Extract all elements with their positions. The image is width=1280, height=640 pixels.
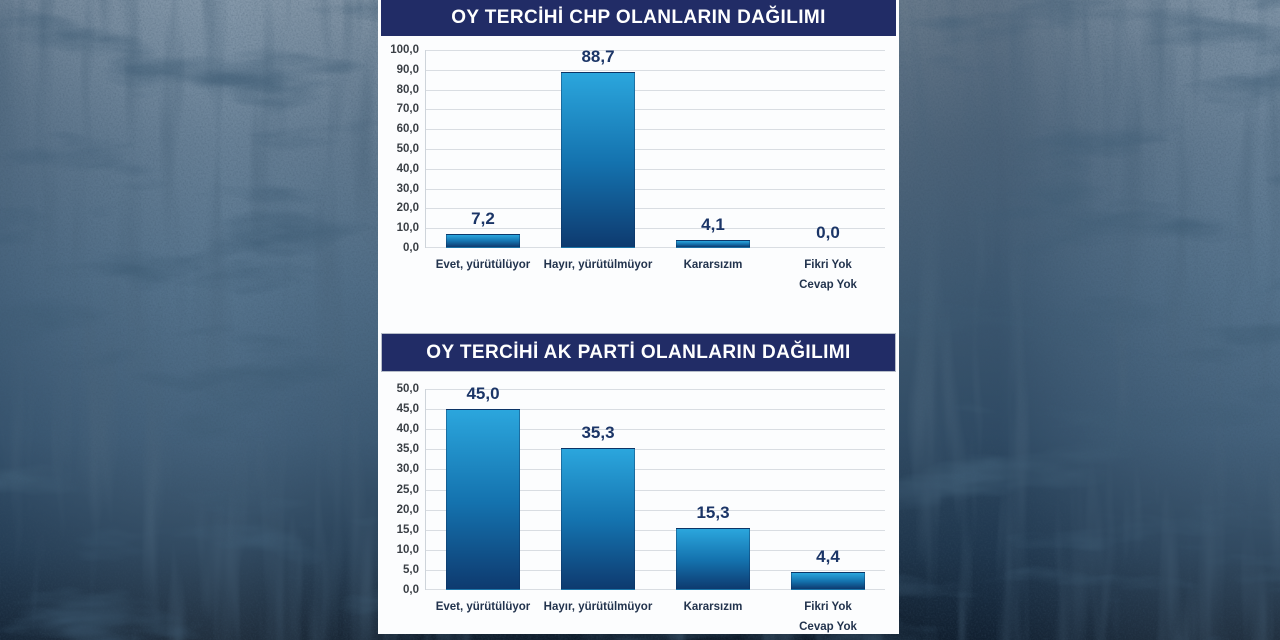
- gridline: [426, 189, 885, 190]
- bar: [446, 409, 520, 590]
- bar: [676, 240, 750, 248]
- bar-value-label: 0,0: [816, 223, 840, 242]
- y-tick-label: 30,0: [396, 463, 419, 475]
- y-tick-label: 20,0: [396, 504, 419, 516]
- bar-value-label: 4,1: [701, 215, 725, 234]
- bar: [561, 448, 635, 590]
- y-tick-label: 0,0: [403, 584, 419, 596]
- y-tick-label: 5,0: [403, 564, 419, 576]
- gridline: [426, 208, 885, 209]
- gridline: [426, 589, 885, 590]
- bar-value-label: 7,2: [471, 209, 495, 228]
- y-tick-label: 40,0: [396, 163, 419, 175]
- gridline: [426, 109, 885, 110]
- gridline: [426, 409, 885, 410]
- gridline: [426, 530, 885, 531]
- y-tick-label: 40,0: [396, 423, 419, 435]
- gridline: [426, 247, 885, 248]
- y-tick-label: 50,0: [396, 383, 419, 395]
- gridline: [426, 490, 885, 491]
- y-tick-label: 90,0: [396, 64, 419, 76]
- gridline: [426, 50, 885, 51]
- y-tick-label: 80,0: [396, 84, 419, 96]
- bar-value-label: 35,3: [581, 423, 615, 442]
- y-tick-label: 50,0: [396, 143, 419, 155]
- y-tick-label: 100,0: [390, 44, 419, 56]
- y-tick-label: 20,0: [396, 202, 419, 214]
- x-category-label: Hayır, yürütülmüyor: [543, 259, 653, 271]
- x-category-label: Fikri Yok Cevap Yok: [799, 259, 857, 292]
- bar: [561, 72, 635, 248]
- bar-value-label: 4,4: [816, 547, 840, 566]
- bar: [446, 234, 520, 248]
- gridline: [426, 469, 885, 470]
- bar: [676, 528, 750, 590]
- y-tick-label: 30,0: [396, 183, 419, 195]
- gridline: [426, 429, 885, 430]
- gridline: [426, 149, 885, 150]
- gridline: [426, 90, 885, 91]
- gridline: [426, 389, 885, 390]
- gridline: [426, 228, 885, 229]
- y-tick-label: 60,0: [396, 123, 419, 135]
- gridline: [426, 510, 885, 511]
- charts-panel: OY TERCİHİ CHP OLANLARIN DAĞILIMI 100,0 9…: [378, 0, 899, 634]
- y-tick-label: 10,0: [396, 222, 419, 234]
- bar-value-label: 15,3: [696, 503, 730, 522]
- y-tick-label: 70,0: [396, 103, 419, 115]
- gridline: [426, 449, 885, 450]
- gridline: [426, 570, 885, 571]
- y-tick-label: 10,0: [396, 544, 419, 556]
- bar: [791, 572, 865, 590]
- y-tick-label: 0,0: [403, 242, 419, 254]
- gridline: [426, 129, 885, 130]
- plot-area-akparti: 50,0 45,0 40,0 35,0 30,0 25,0 20,0 15,0 10,0 5,0 0…: [397, 383, 885, 633]
- x-category-label: Kararsızım: [683, 259, 743, 271]
- x-category-label: Fikri Yok Cevap Yok: [799, 601, 857, 634]
- bar-value-label: 45,0: [466, 384, 500, 403]
- chart-title-chp: OY TERCİHİ CHP OLANLARIN DAĞILIMI: [381, 0, 896, 36]
- gridline: [426, 70, 885, 71]
- y-tick-label: 25,0: [396, 484, 419, 496]
- y-tick-label: 45,0: [396, 403, 419, 415]
- gridline: [426, 550, 885, 551]
- y-tick-label: 15,0: [396, 524, 419, 536]
- y-tick-label: 35,0: [396, 443, 419, 455]
- x-category-label: Hayır, yürütülmüyor: [543, 601, 653, 613]
- bar-value-label: 88,7: [581, 47, 615, 66]
- x-category-label: Evet, yürütülüyor: [435, 259, 531, 271]
- plot-area-chp: 100,0 90,0 80,0 70,0 60,0 50,0 40,0 30,0 20,0 10,…: [390, 44, 885, 291]
- chart-title-akparti: OY TERCİHİ AK PARTİ OLANLARIN DAĞILIMI: [381, 333, 896, 372]
- gridline: [426, 169, 885, 170]
- x-category-label: Evet, yürütülüyor: [435, 601, 531, 613]
- x-category-label: Kararsızım: [683, 601, 743, 613]
